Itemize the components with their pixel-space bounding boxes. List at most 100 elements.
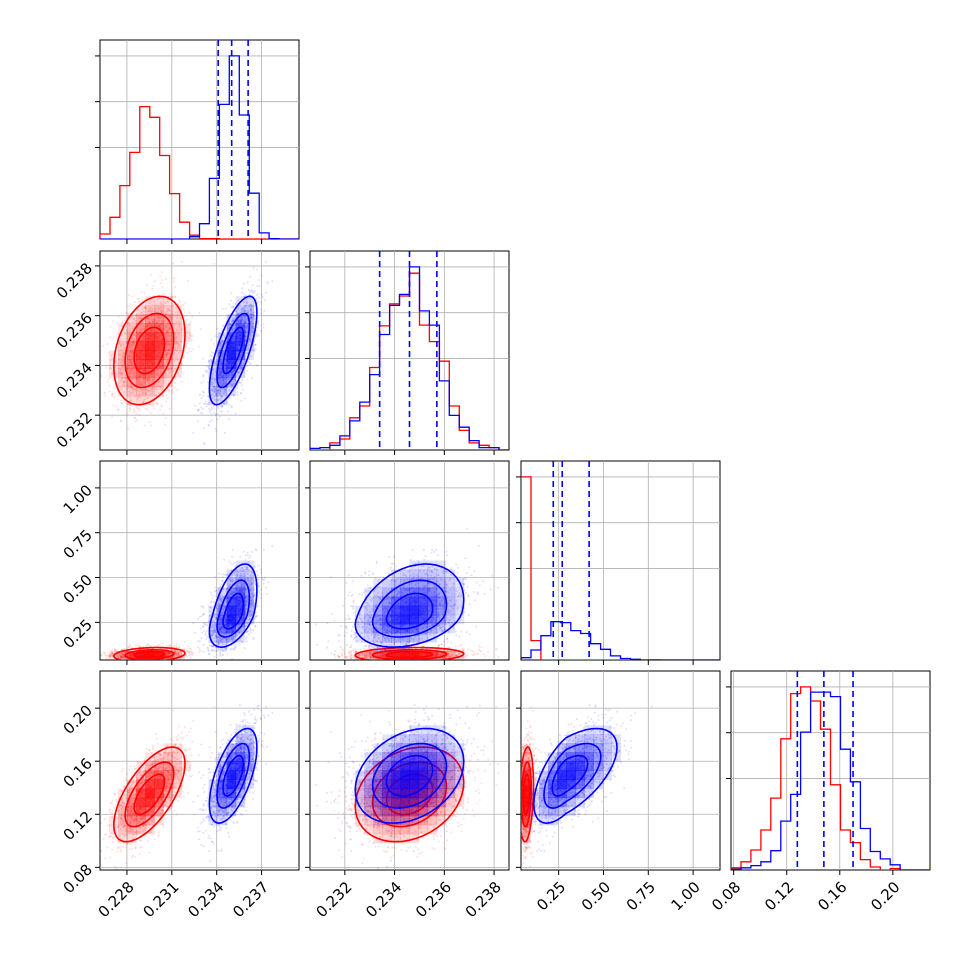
sample-point xyxy=(146,284,148,286)
sample-point xyxy=(153,285,155,287)
sample-point xyxy=(251,377,253,379)
sample-point xyxy=(255,298,257,300)
sample-point xyxy=(249,276,251,278)
sample-point xyxy=(186,650,188,652)
density-cell xyxy=(145,332,155,342)
sample-point xyxy=(156,403,158,405)
sample-point xyxy=(225,308,227,310)
sample-point xyxy=(106,343,108,345)
sample-point xyxy=(104,655,106,657)
sample-point xyxy=(167,397,169,399)
sample-point xyxy=(127,428,129,430)
sample-point xyxy=(149,421,151,423)
sample-point xyxy=(125,312,127,314)
sample-point xyxy=(169,408,171,410)
sample-point xyxy=(191,651,193,653)
sample-point xyxy=(106,655,108,657)
sample-point xyxy=(254,290,256,292)
sample-point xyxy=(165,401,167,403)
sample-point xyxy=(154,280,156,282)
sample-point xyxy=(150,425,152,427)
sample-point xyxy=(203,403,205,405)
sample-point xyxy=(198,651,200,653)
sample-point xyxy=(145,408,147,410)
sample-point xyxy=(187,645,189,647)
sample-point xyxy=(258,297,260,299)
sample-point xyxy=(198,312,200,314)
sample-point xyxy=(123,648,125,650)
sample-point xyxy=(159,409,161,411)
density-cell xyxy=(181,332,191,342)
sample-point xyxy=(153,408,155,410)
sample-point xyxy=(176,643,178,645)
sample-point xyxy=(231,406,233,408)
panel-p3-p1 xyxy=(93,461,299,683)
sample-point xyxy=(256,364,258,366)
sample-point xyxy=(191,654,193,656)
sample-point xyxy=(200,382,202,384)
sample-point xyxy=(174,644,176,646)
sample-point xyxy=(216,328,218,330)
panel-p2-p2 xyxy=(305,251,509,455)
sample-point xyxy=(199,402,201,404)
sample-point xyxy=(184,311,186,313)
density-cell xyxy=(136,378,146,388)
sample-point xyxy=(220,584,222,586)
sample-point xyxy=(143,292,145,294)
sample-point xyxy=(271,280,273,282)
sample-point xyxy=(162,642,164,644)
sample-point xyxy=(184,648,186,650)
sample-point xyxy=(213,343,215,345)
sample-point xyxy=(93,649,95,651)
sample-point xyxy=(137,298,139,300)
density-cell xyxy=(154,314,164,324)
sample-point xyxy=(230,300,232,302)
panel-frame xyxy=(100,461,299,660)
density-cell xyxy=(145,341,155,351)
sample-point xyxy=(257,293,259,295)
sample-point xyxy=(182,304,184,306)
sample-point xyxy=(147,408,149,410)
sample-point xyxy=(100,417,102,419)
sample-point xyxy=(210,339,212,341)
density-cell xyxy=(163,305,173,315)
sample-point xyxy=(161,271,163,273)
sample-point xyxy=(133,411,135,413)
sample-point xyxy=(255,334,257,336)
sample-point xyxy=(200,397,202,399)
sample-point xyxy=(113,396,115,398)
sample-point xyxy=(197,409,199,411)
density-cell xyxy=(154,296,164,306)
sample-point xyxy=(221,411,223,413)
sample-point xyxy=(125,397,127,399)
sample-point xyxy=(237,391,239,393)
sample-point xyxy=(255,295,257,297)
sample-point xyxy=(128,313,130,315)
sample-point xyxy=(129,303,131,305)
sample-point xyxy=(241,288,243,290)
sample-point xyxy=(219,410,221,412)
sample-point xyxy=(254,344,256,346)
sample-point xyxy=(127,414,129,416)
sample-point xyxy=(215,428,217,430)
sample-point xyxy=(250,362,252,364)
sample-point xyxy=(240,393,242,395)
sample-point xyxy=(250,632,252,634)
sample-point xyxy=(152,405,154,407)
sample-point xyxy=(144,425,146,427)
sample-point xyxy=(173,281,175,283)
sample-point xyxy=(200,412,202,414)
sample-point xyxy=(107,381,109,383)
sample-point xyxy=(190,322,192,324)
sample-point xyxy=(198,648,200,650)
sample-point xyxy=(263,327,265,329)
sample-point xyxy=(231,292,233,294)
sample-point xyxy=(95,655,97,657)
sample-point xyxy=(237,394,239,396)
sample-point xyxy=(215,414,217,416)
sample-point xyxy=(177,303,179,305)
sample-point xyxy=(208,408,210,410)
sample-point xyxy=(254,318,256,320)
sample-point xyxy=(263,583,265,585)
